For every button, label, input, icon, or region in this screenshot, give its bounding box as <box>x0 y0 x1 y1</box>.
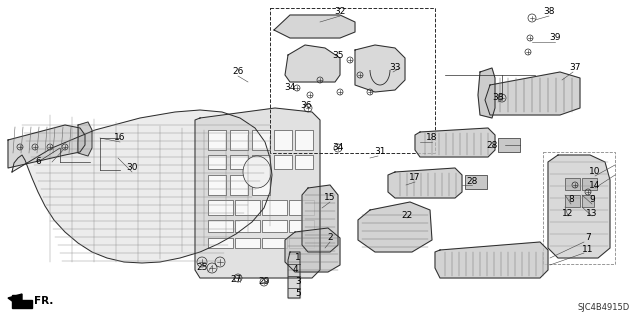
Polygon shape <box>195 108 320 278</box>
Text: 29: 29 <box>259 278 269 286</box>
Bar <box>252 155 270 169</box>
Text: 12: 12 <box>563 209 573 218</box>
Bar <box>230 130 248 150</box>
Bar <box>295 130 313 150</box>
Polygon shape <box>355 45 405 92</box>
Text: 31: 31 <box>374 147 386 157</box>
Polygon shape <box>285 228 340 272</box>
Text: 2: 2 <box>327 234 333 242</box>
Text: 8: 8 <box>568 196 574 204</box>
Bar <box>274 155 292 169</box>
Bar <box>262 238 287 248</box>
Bar <box>274 130 292 150</box>
Bar <box>235 238 260 248</box>
Text: 34: 34 <box>284 84 296 93</box>
Bar <box>289 200 314 215</box>
Polygon shape <box>78 122 92 156</box>
Bar <box>565 178 580 190</box>
Polygon shape <box>548 155 610 258</box>
Bar <box>498 138 520 152</box>
Bar <box>252 130 270 150</box>
Text: 39: 39 <box>549 33 561 42</box>
Text: 1: 1 <box>295 254 301 263</box>
Text: 7: 7 <box>585 234 591 242</box>
Bar <box>208 130 226 150</box>
Text: 16: 16 <box>115 133 125 143</box>
Bar <box>208 238 233 248</box>
Bar <box>289 238 314 248</box>
Polygon shape <box>8 125 85 168</box>
Polygon shape <box>285 45 340 82</box>
Polygon shape <box>415 128 495 157</box>
Polygon shape <box>435 242 548 278</box>
Text: 22: 22 <box>401 211 413 219</box>
Bar <box>262 220 287 232</box>
Text: 5: 5 <box>295 290 301 299</box>
Text: 25: 25 <box>196 263 208 272</box>
Bar <box>230 155 248 169</box>
Text: 6: 6 <box>35 158 41 167</box>
Polygon shape <box>274 15 355 38</box>
Bar <box>465 175 487 189</box>
Bar <box>208 220 233 232</box>
Text: SJC4B4915D: SJC4B4915D <box>578 303 630 312</box>
Text: 4: 4 <box>292 265 298 275</box>
Text: 13: 13 <box>586 209 598 218</box>
Text: 9: 9 <box>589 196 595 204</box>
Bar <box>208 175 226 195</box>
Bar <box>230 175 248 195</box>
Polygon shape <box>478 68 495 118</box>
Polygon shape <box>485 72 580 115</box>
Text: 28: 28 <box>467 177 477 187</box>
Text: 38: 38 <box>543 8 555 17</box>
Text: FR.: FR. <box>34 296 53 306</box>
Bar <box>208 200 233 215</box>
Bar <box>295 155 313 169</box>
Text: 35: 35 <box>332 50 344 60</box>
Text: 14: 14 <box>589 181 601 189</box>
Text: 38: 38 <box>492 93 504 102</box>
Polygon shape <box>302 185 338 252</box>
Polygon shape <box>358 202 432 252</box>
Polygon shape <box>12 110 272 263</box>
Text: 28: 28 <box>486 140 498 150</box>
Text: 32: 32 <box>334 8 346 17</box>
Text: 11: 11 <box>582 246 594 255</box>
Text: 10: 10 <box>589 167 601 176</box>
Text: 36: 36 <box>300 100 312 109</box>
Text: 17: 17 <box>409 174 420 182</box>
Bar <box>235 200 260 215</box>
Bar <box>235 220 260 232</box>
Text: 26: 26 <box>232 68 244 77</box>
Bar <box>252 175 270 195</box>
Bar <box>582 178 597 190</box>
Text: 30: 30 <box>126 164 138 173</box>
Bar <box>565 195 580 207</box>
Polygon shape <box>8 294 22 308</box>
Bar <box>289 220 314 232</box>
Polygon shape <box>288 252 300 298</box>
Bar <box>582 195 594 207</box>
Text: 27: 27 <box>230 276 242 285</box>
Bar <box>262 200 287 215</box>
Bar <box>208 155 226 169</box>
Text: 34: 34 <box>332 144 344 152</box>
Text: 18: 18 <box>426 133 438 143</box>
Text: 15: 15 <box>324 194 336 203</box>
Bar <box>270 8 435 153</box>
Polygon shape <box>388 168 462 198</box>
Text: 33: 33 <box>389 63 401 72</box>
Ellipse shape <box>243 156 271 188</box>
Polygon shape <box>12 295 32 308</box>
Bar <box>543 152 615 264</box>
Text: 3: 3 <box>295 278 301 286</box>
Text: 37: 37 <box>569 63 580 72</box>
